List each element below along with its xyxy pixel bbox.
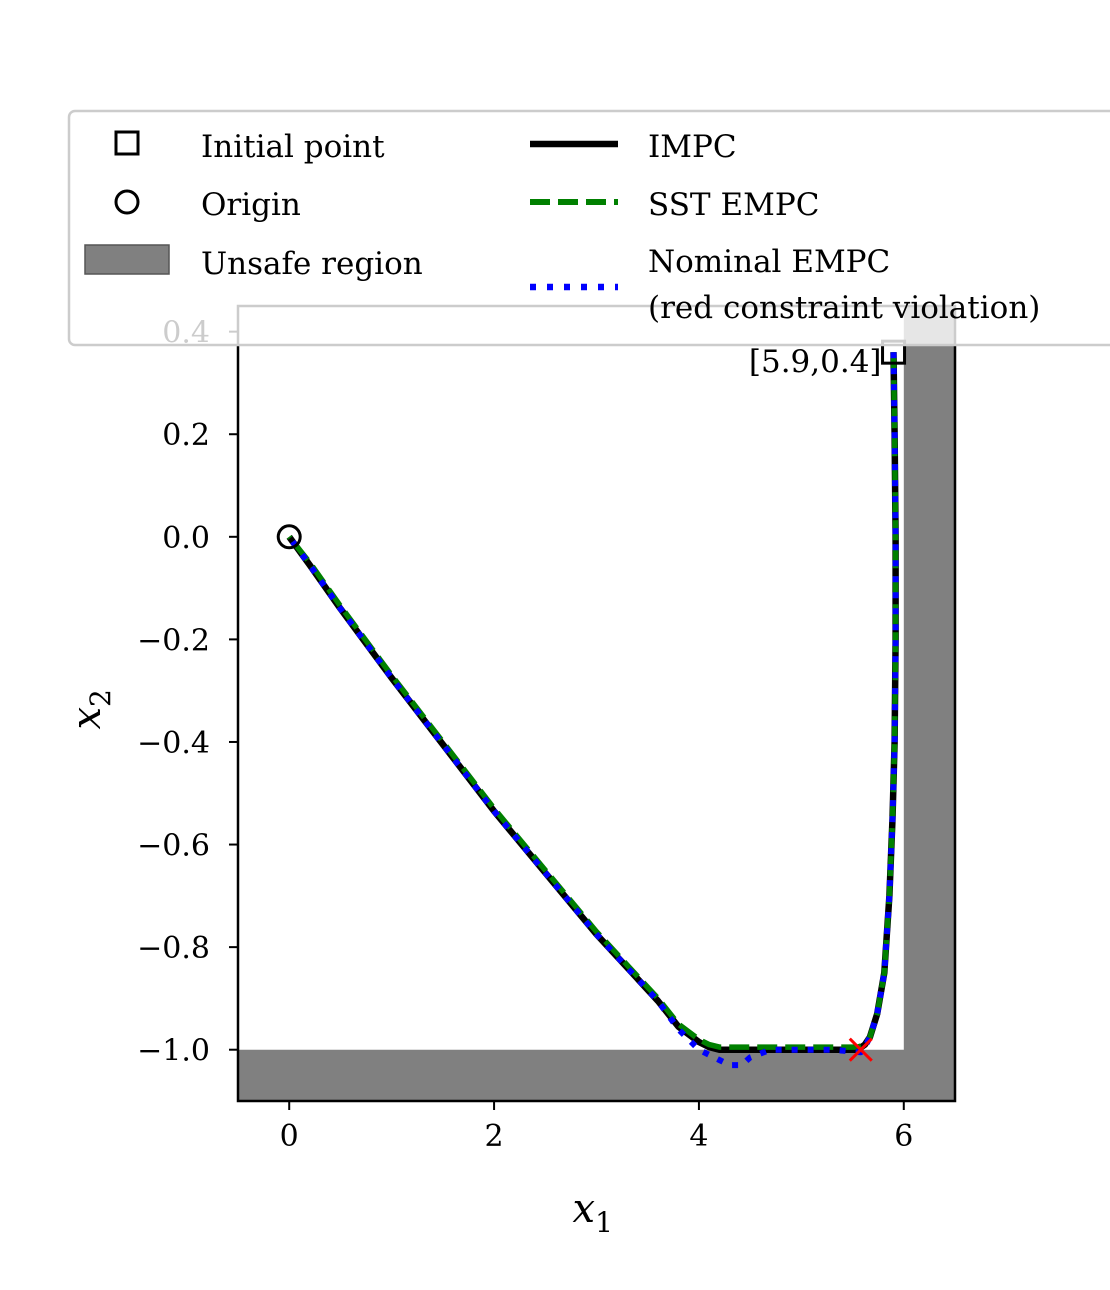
x-axis-label: x1 — [573, 1186, 613, 1239]
y-tick-label: −1.0 — [137, 1034, 210, 1069]
axes-frame — [236, 304, 957, 1103]
plot-area — [238, 306, 955, 1101]
legend-label-impc: IMPC — [648, 129, 737, 165]
legend: Initial point Origin Unsafe region IMPC SST … — [67, 109, 1110, 347]
violation-marker — [848, 1037, 873, 1062]
legend-label-sst-empc: SST EMPC — [648, 187, 819, 223]
legend-origin-icon — [114, 189, 140, 215]
y-tick-label: −0.2 — [137, 623, 210, 658]
initial-point-annotation: [5.9,0.4] — [749, 344, 882, 380]
y-tick-label: −0.8 — [137, 931, 210, 966]
x-tick-label: 4 — [689, 1119, 708, 1154]
y-axis-label: x2 — [64, 689, 117, 729]
origin-marker — [276, 524, 302, 550]
legend-label-initial-point: Initial point — [201, 129, 385, 165]
legend-initial-point-icon — [114, 130, 140, 156]
legend-label-nominal-empc-line2: (red constraint violation) — [648, 290, 1040, 326]
series-line-nominal-empc — [286, 352, 899, 1069]
legend-unsafe-region-icon — [84, 244, 170, 275]
y-tick-label: −0.4 — [137, 726, 210, 761]
y-tick-label: 0.2 — [162, 418, 210, 453]
x-tick-label: 2 — [485, 1119, 504, 1154]
x-tick-label: 6 — [894, 1119, 913, 1154]
legend-label-nominal-empc: Nominal EMPC — [648, 244, 890, 280]
y-tick-label: 0.0 — [162, 521, 210, 556]
legend-frame — [67, 109, 1110, 347]
x-tick-label: 0 — [280, 1119, 299, 1154]
series-line-impc — [286, 352, 899, 1053]
legend-label-unsafe-region: Unsafe region — [201, 246, 423, 282]
unsafe-region — [238, 306, 955, 1101]
legend-label-origin: Origin — [201, 187, 301, 223]
series-line-sst-empc — [287, 352, 899, 1050]
y-tick-label: −0.6 — [137, 829, 210, 864]
